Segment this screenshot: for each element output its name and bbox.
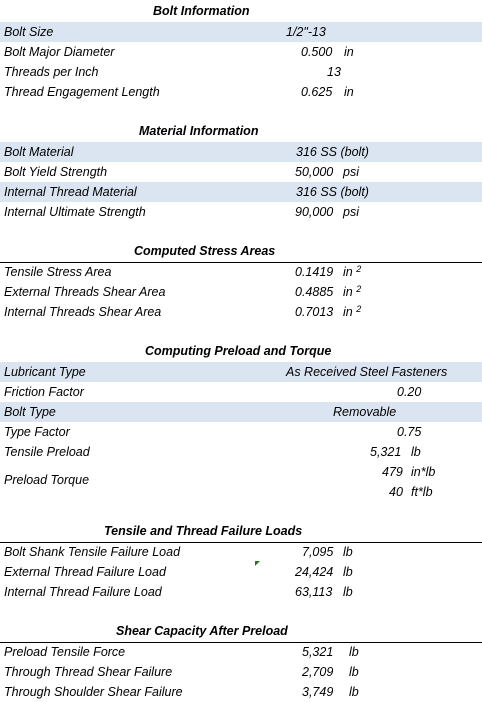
internal-area-row[interactable]: Internal Threads Shear Area 0.7013 in 2: [0, 302, 482, 322]
thread-shear-row[interactable]: Through Thread Shear Failure 2,709 lb: [0, 662, 482, 682]
internal-ultimate-label: Internal Ultimate Strength: [4, 205, 146, 219]
section-title: Shear Capacity After Preload: [116, 624, 288, 638]
engagement-unit: in: [344, 85, 354, 99]
external-area-label: External Threads Shear Area: [4, 285, 166, 299]
lubricant-value[interactable]: As Received Steel Fasteners: [286, 365, 448, 379]
shoulder-shear-label: Through Shoulder Shear Failure: [4, 685, 183, 699]
tensile-area-label: Tensile Stress Area: [4, 265, 112, 279]
yield-label: Bolt Yield Strength: [4, 165, 108, 179]
yield-value[interactable]: 50,000: [295, 165, 334, 179]
tensile-area-row[interactable]: Tensile Stress Area 0.1419 in 2: [0, 262, 482, 282]
type-factor-label: Type Factor: [4, 425, 70, 439]
bolt-type-row[interactable]: Bolt Type Removable: [0, 402, 482, 422]
shoulder-shear-unit: lb: [349, 685, 359, 699]
internal-failure-row[interactable]: Internal Thread Failure Load 63,113 lb: [0, 582, 482, 602]
shank-failure-value[interactable]: 7,095: [302, 545, 334, 559]
external-area-value[interactable]: 0.4885: [295, 285, 334, 299]
internal-area-label: Internal Threads Shear Area: [4, 305, 162, 319]
torque-inlb-unit: in*lb: [411, 465, 436, 479]
bolt-material-label: Bolt Material: [4, 145, 74, 159]
preload-force-unit: lb: [349, 645, 359, 659]
internal-area-value[interactable]: 0.7013: [295, 305, 334, 319]
tensile-preload-unit: lb: [411, 445, 421, 459]
tensile-preload-row[interactable]: Tensile Preload 5,321 lb: [0, 442, 482, 462]
internal-material-label: Internal Thread Material: [4, 185, 137, 199]
stress-areas-header: Computed Stress Areas: [0, 242, 482, 263]
shear-capacity-header: Shear Capacity After Preload: [0, 622, 482, 643]
lubricant-label: Lubricant Type: [4, 365, 86, 379]
bolt-size-value[interactable]: 1/2"-13: [286, 25, 326, 39]
internal-ultimate-unit: psi: [343, 205, 359, 219]
external-failure-label: External Thread Failure Load: [4, 565, 166, 579]
tpi-row[interactable]: Threads per Inch 13: [0, 62, 482, 82]
external-failure-unit: lb: [343, 565, 353, 579]
section-title: Computed Stress Areas: [134, 244, 276, 258]
major-diameter-row[interactable]: Bolt Major Diameter 0.500 in: [0, 42, 482, 62]
bolt-type-value[interactable]: Removable: [333, 405, 397, 419]
shoulder-shear-value[interactable]: 3,749: [302, 685, 334, 699]
bolt-material-row[interactable]: Bolt Material 316 SS (bolt): [0, 142, 482, 162]
tensile-preload-label: Tensile Preload: [4, 445, 90, 459]
yield-row[interactable]: Bolt Yield Strength 50,000 psi: [0, 162, 482, 182]
preload-torque-label: Preload Torque: [4, 473, 90, 487]
thread-shear-unit: lb: [349, 665, 359, 679]
shank-failure-unit: lb: [343, 545, 353, 559]
tensile-area-unit: in 2: [343, 264, 362, 279]
bolt-size-row[interactable]: Bolt Size 1/2"-13: [0, 22, 482, 42]
internal-failure-value[interactable]: 63,113: [295, 585, 333, 599]
engagement-label: Thread Engagement Length: [4, 85, 160, 99]
internal-area-unit: in 2: [343, 304, 362, 319]
torque-ftlb-unit: ft*lb: [411, 485, 433, 499]
engagement-row[interactable]: Thread Engagement Length 0.625 in: [0, 82, 482, 102]
friction-value[interactable]: 0.20: [397, 385, 422, 399]
bolt-material-value[interactable]: 316 SS (bolt): [296, 145, 369, 159]
preload-torque-row[interactable]: Preload Torque 479 in*lb 40 ft*lb: [0, 462, 482, 502]
external-failure-value[interactable]: 24,424: [295, 565, 334, 579]
bolt-size-label: Bolt Size: [4, 25, 54, 39]
lubricant-row[interactable]: Lubricant Type As Received Steel Fastene…: [0, 362, 482, 382]
section-title: Computing Preload and Torque: [145, 344, 332, 358]
section-title: Tensile and Thread Failure Loads: [104, 524, 303, 538]
major-diameter-unit: in: [344, 45, 354, 59]
bolt-info-header: Bolt Information: [0, 2, 482, 23]
shank-failure-label: Bolt Shank Tensile Failure Load: [4, 545, 181, 559]
section-title: Bolt Information: [153, 4, 250, 18]
failure-loads-header: Tensile and Thread Failure Loads: [0, 522, 482, 543]
major-diameter-value[interactable]: 0.500: [301, 45, 333, 59]
friction-row[interactable]: Friction Factor 0.20: [0, 382, 482, 402]
thread-shear-label: Through Thread Shear Failure: [4, 665, 173, 679]
material-info-header: Material Information: [0, 122, 482, 143]
internal-failure-unit: lb: [343, 585, 353, 599]
cell-comment-indicator-icon: [255, 561, 260, 566]
shoulder-shear-row[interactable]: Through Shoulder Shear Failure 3,749 lb: [0, 682, 482, 702]
tensile-area-value[interactable]: 0.1419: [295, 265, 334, 279]
preload-force-label: Preload Tensile Force: [4, 645, 126, 659]
bolt-type-label: Bolt Type: [4, 405, 56, 419]
thread-shear-value[interactable]: 2,709: [302, 665, 334, 679]
shank-failure-row[interactable]: Bolt Shank Tensile Failure Load 7,095 lb: [0, 542, 482, 562]
external-area-unit: in 2: [343, 284, 362, 299]
preload-force-row[interactable]: Preload Tensile Force 5,321 lb: [0, 642, 482, 662]
tensile-preload-value[interactable]: 5,321: [370, 445, 402, 459]
tpi-label: Threads per Inch: [4, 65, 99, 79]
preload-header: Computing Preload and Torque: [0, 342, 482, 363]
tpi-value[interactable]: 13: [327, 65, 341, 79]
torque-ftlb-value[interactable]: 40: [389, 485, 403, 499]
internal-material-row[interactable]: Internal Thread Material 316 SS (bolt): [0, 182, 482, 202]
engagement-value[interactable]: 0.625: [301, 85, 333, 99]
external-area-row[interactable]: External Threads Shear Area 0.4885 in 2: [0, 282, 482, 302]
friction-label: Friction Factor: [4, 385, 84, 399]
external-failure-row[interactable]: External Thread Failure Load 24,424 lb: [0, 562, 482, 582]
internal-ultimate-row[interactable]: Internal Ultimate Strength 90,000 psi: [0, 202, 482, 222]
internal-material-value[interactable]: 316 SS (bolt): [296, 185, 369, 199]
internal-ultimate-value[interactable]: 90,000: [295, 205, 334, 219]
major-diameter-label: Bolt Major Diameter: [4, 45, 115, 59]
yield-unit: psi: [343, 165, 359, 179]
torque-inlb-value[interactable]: 479: [382, 465, 403, 479]
internal-failure-label: Internal Thread Failure Load: [4, 585, 162, 599]
type-factor-value[interactable]: 0.75: [397, 425, 422, 439]
type-factor-row[interactable]: Type Factor 0.75: [0, 422, 482, 442]
preload-force-value[interactable]: 5,321: [302, 645, 334, 659]
section-title: Material Information: [139, 124, 259, 138]
